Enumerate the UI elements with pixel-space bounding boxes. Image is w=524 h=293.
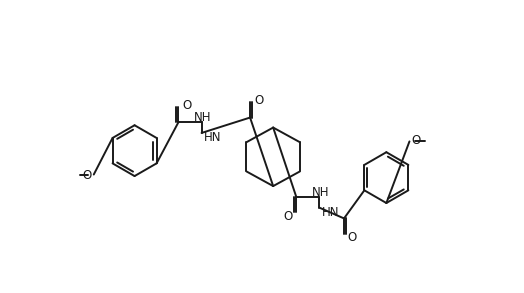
Text: O: O: [283, 209, 292, 223]
Text: HN: HN: [204, 131, 221, 144]
Text: O: O: [182, 99, 192, 112]
Text: O: O: [254, 94, 263, 107]
Text: O: O: [348, 231, 357, 244]
Text: HN: HN: [322, 206, 339, 219]
Text: NH: NH: [311, 186, 329, 199]
Text: NH: NH: [193, 111, 211, 124]
Text: O: O: [82, 169, 92, 182]
Text: O: O: [412, 134, 421, 147]
